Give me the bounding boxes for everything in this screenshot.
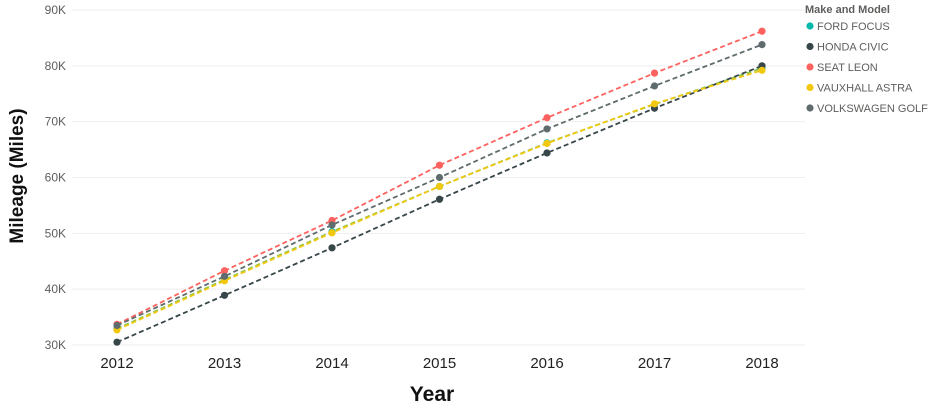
y-tick-label: 50K — [45, 226, 66, 240]
data-point — [220, 272, 229, 280]
data-point — [328, 229, 336, 237]
series — [113, 66, 766, 334]
x-tick-label: 2018 — [745, 355, 778, 372]
y-tick-label: 40K — [45, 282, 66, 296]
data-point — [328, 244, 336, 252]
data-point — [435, 161, 444, 169]
legend: Make and Model FORD FOCUS HONDA CIVIC SEAT… — [805, 4, 928, 115]
data-point — [220, 291, 229, 299]
data-point — [543, 149, 551, 157]
data-point — [435, 173, 444, 182]
y-tick-label: 80K — [45, 59, 66, 73]
y-axis-title: Mileage (Miles) — [7, 108, 28, 243]
legend-marker — [806, 42, 814, 51]
x-axis-ticks: 2012 2013 2014 2015 2016 2017 2018 — [100, 355, 778, 372]
data-point — [758, 66, 766, 74]
data-point — [650, 82, 659, 90]
legend-label: VAUXHALL ASTRA — [817, 83, 913, 95]
legend-item[interactable]: VOLKSWAGEN GOLF — [806, 103, 928, 115]
data-point — [435, 182, 444, 191]
legend-item[interactable]: SEAT LEON — [806, 62, 878, 74]
data-point — [650, 69, 659, 77]
series — [113, 62, 766, 346]
x-tick-label: 2016 — [530, 355, 563, 372]
legend-marker — [806, 104, 814, 112]
gridlines — [72, 9, 805, 346]
series — [113, 41, 766, 330]
data-point — [543, 139, 551, 148]
data-point — [758, 27, 766, 35]
y-axis-ticks: 30K 40K 50K 60K 70K 80K 90K — [45, 3, 66, 352]
x-tick-label: 2015 — [423, 355, 456, 372]
data-point — [328, 221, 336, 229]
legend-label: HONDA CIVIC — [817, 42, 889, 54]
x-tick-label: 2014 — [315, 355, 348, 372]
data-point — [220, 267, 229, 275]
x-tick-label: 2012 — [100, 355, 133, 372]
series-group — [113, 27, 766, 346]
x-tick-label: 2017 — [638, 355, 671, 372]
legend-marker — [806, 83, 814, 92]
legend-title: Make and Model — [805, 4, 890, 16]
data-point — [113, 321, 121, 330]
legend-item[interactable]: FORD FOCUS — [806, 21, 890, 33]
y-tick-label: 70K — [45, 115, 66, 129]
y-tick-label: 90K — [45, 3, 66, 17]
legend-item[interactable]: HONDA CIVIC — [806, 42, 889, 54]
data-point — [543, 114, 551, 122]
legend-marker — [806, 63, 814, 71]
data-point — [435, 195, 444, 203]
series-line — [116, 64, 763, 344]
data-point — [758, 41, 766, 49]
legend-label: VOLKSWAGEN GOLF — [817, 103, 928, 115]
y-tick-label: 30K — [45, 338, 66, 352]
legend-marker — [806, 22, 814, 30]
legend-item[interactable]: VAUXHALL ASTRA — [806, 83, 913, 95]
data-point — [543, 125, 551, 133]
legend-label: FORD FOCUS — [817, 21, 890, 33]
legend-label: SEAT LEON — [817, 62, 878, 74]
x-axis-title: Year — [410, 383, 454, 406]
x-tick-label: 2013 — [208, 355, 241, 372]
data-point — [113, 338, 121, 346]
data-point — [650, 100, 659, 108]
y-tick-label: 60K — [45, 171, 66, 185]
